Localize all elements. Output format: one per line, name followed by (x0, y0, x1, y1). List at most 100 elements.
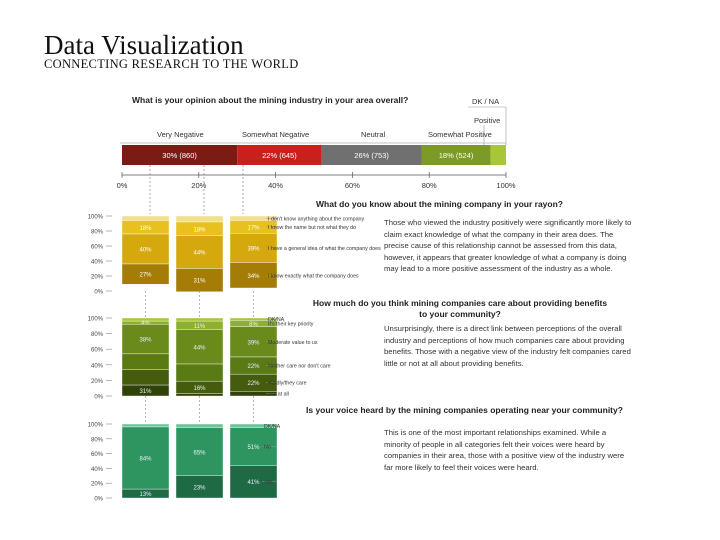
chart3-y-tick-label: 40% (91, 363, 104, 369)
chart2-legend-label: I know exactly what the company does (268, 273, 359, 279)
page-title: Data Visualization (44, 30, 244, 60)
chart2-bar-segment (175, 215, 224, 223)
chart1-segment (321, 145, 422, 165)
chart4-legend-label: DK/NA (264, 424, 281, 430)
chart3-bar-segment (121, 324, 170, 355)
chart3-legend-label: Moderate value to us (268, 340, 318, 346)
chart3-paragraph: Unsurprisingly, there is a direct link b… (384, 324, 631, 368)
chart3-bar-segment (121, 353, 170, 370)
chart2-bar-segment (121, 233, 170, 265)
chart1-segment-label: 18% (524) (439, 151, 474, 160)
chart3-y-tick-label: 20% (91, 379, 104, 385)
chart3-legend-label: It's their key priority (268, 321, 314, 327)
chart2-y-tick-label: 60% (91, 245, 104, 251)
chart4-bar-segment (175, 475, 224, 499)
chart3-bar-segment (175, 393, 224, 397)
chart3-bar-label: 31% (139, 389, 152, 395)
chart3-bar-segment (175, 363, 224, 382)
chart1-cat-somewhat-positive: Somewhat Positive (428, 130, 492, 139)
chart3-bar-label: 8% (249, 322, 258, 328)
chart4-y-tick-label: 100% (88, 423, 104, 429)
chart2-bar-label: 40% (139, 248, 152, 254)
chart2-y-tick-label: 0% (94, 290, 103, 296)
chart2-bar-segment (175, 235, 224, 269)
chart2-paragraph: Those who viewed the industry positively… (384, 218, 632, 273)
chart1-cat-very-negative: Very Negative (157, 130, 204, 139)
chart4-y-tick-label: 40% (91, 467, 104, 473)
chart3-legend-label: Hardly/they care (268, 381, 307, 387)
chart3-legend-label: DK/NA (268, 317, 285, 323)
chart3-y-tick-label: 80% (91, 332, 104, 338)
chart1-segment-label: 30% (860) (162, 151, 197, 160)
chart1-cat-positive: Positive (474, 116, 501, 125)
chart3-legend-label: Neither care nor don't care (268, 364, 331, 370)
chart3-bar-label: 11% (194, 324, 206, 330)
chart4-bar-label: 13% (139, 492, 152, 498)
chart3-title: How much do you think mining companies c… (312, 298, 608, 319)
chart3-bar-segment (121, 369, 170, 386)
chart1-axis-tick-label: 40% (268, 181, 283, 190)
chart4-y-tick-label: 0% (94, 497, 103, 503)
chart2-y-tick-label: 100% (88, 215, 104, 221)
chart1-cat-dkna: DK / NA (472, 97, 500, 106)
chart1-segment (421, 145, 491, 165)
chart2-bar-label: 18% (193, 227, 206, 233)
chart1-axis-tick-label: 100% (496, 181, 516, 190)
chart4-bar-segment (121, 426, 170, 490)
chart1-axis-tick-label: 80% (422, 181, 437, 190)
chart3-y-tick-label: 0% (94, 395, 103, 401)
chart4-bar-label: 41% (247, 480, 260, 486)
chart4-y-tick-label: 60% (91, 452, 104, 458)
chart4-y-tick-label: 80% (91, 437, 104, 443)
chart2-bar-segment (121, 215, 170, 221)
chart2-y-tick-label: 80% (91, 230, 104, 236)
chart1-title: What is your opinion about the mining in… (132, 95, 409, 105)
chart1-segment (490, 145, 506, 165)
chart2-bar-label: 18% (139, 226, 152, 232)
chart2-title: What do you know about the mining compan… (316, 199, 563, 209)
chart3-bar-segment (175, 317, 224, 322)
page-subtitle: CONNECTING RESEARCH TO THE WORLD (44, 57, 299, 71)
chart3-bar-label: 38% (139, 338, 152, 344)
chart3-legend-label: Not at all (268, 392, 289, 398)
chart1-axis-tick-label: 60% (345, 181, 360, 190)
chart2-bar-label: 39% (247, 246, 260, 252)
chart1-axis-tick-label: 0% (117, 181, 128, 190)
chart4-bar-segment (121, 488, 170, 499)
chart2-legend-label: I don't know anything about the company (268, 216, 364, 222)
chart4-legend-label: Yes (264, 480, 273, 486)
chart2-bar-label: 34% (247, 274, 260, 280)
chart3-bar-label: 16% (193, 386, 206, 392)
chart2-y-tick-label: 20% (91, 275, 104, 281)
chart2-bar-label: 31% (193, 279, 206, 285)
chart3-bar-label: 22% (247, 381, 260, 387)
chart4-paragraph: This is one of the most important relati… (384, 428, 625, 472)
chart4-bar-segment (121, 423, 170, 428)
chart4-bar-segment (175, 427, 224, 477)
chart1-cat-neutral: Neutral (361, 130, 386, 139)
chart1-cat-somewhat-negative: Somewhat Negative (242, 130, 310, 139)
chart3-y-tick-label: 60% (91, 348, 104, 354)
chart3-y-tick-label: 100% (88, 317, 104, 323)
chart2-legend-label: I know the name but not what they do (268, 225, 356, 231)
chart1-axis-tick-label: 20% (191, 181, 206, 190)
chart1-segment-label: 26% (753) (354, 151, 389, 160)
chart2-y-tick-label: 40% (91, 260, 104, 266)
chart4-title: Is your voice heard by the mining compan… (306, 405, 623, 415)
chart2-bar-label: 27% (139, 273, 152, 279)
chart3-bar-label: 39% (247, 340, 260, 346)
chart4-bar-label: 23% (193, 485, 206, 491)
chart3-bar-label: 22% (247, 364, 260, 370)
chart2-bar-label: 44% (193, 251, 206, 257)
chart4-bar-segment (175, 423, 224, 428)
chart3-bar-segment (175, 329, 224, 365)
chart3-bar-label: 44% (193, 345, 206, 351)
chart2-bar-segment (121, 263, 170, 285)
chart4-bar-label: 84% (139, 457, 152, 463)
chart1-segment (237, 145, 322, 165)
chart4-bar-label: 51% (247, 445, 260, 451)
chart1-segment (122, 145, 238, 165)
chart2-legend-label: I have a general idea of what the compan… (268, 246, 381, 252)
